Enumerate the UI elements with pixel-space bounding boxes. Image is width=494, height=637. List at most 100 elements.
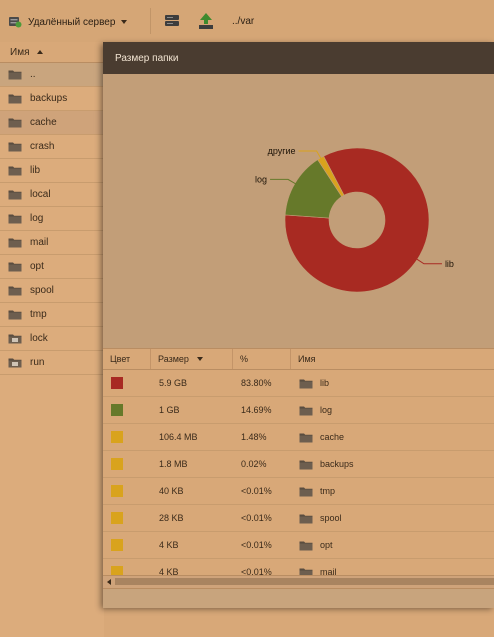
column-header-name-label: Имя (298, 354, 316, 364)
file-name: mail (30, 237, 49, 248)
folder-icon (299, 486, 313, 497)
folder-size-chart: lib log другие (103, 74, 494, 348)
folder-icon (8, 189, 22, 200)
table-row[interactable]: 1 GB 14.69% log (103, 397, 494, 424)
percent-cell: 14.69% (241, 405, 272, 415)
folder-icon (299, 432, 313, 443)
file-name: crash (30, 141, 55, 152)
size-cell: 106.4 MB (159, 432, 198, 442)
color-cell (103, 370, 151, 396)
name-cell: backups (291, 451, 494, 477)
folder-icon (8, 93, 22, 104)
name-cell: log (291, 397, 494, 423)
percent-cell: <0.01% (241, 486, 272, 496)
folder-icon (8, 237, 22, 248)
file-list-item[interactable]: .. (0, 63, 104, 87)
file-list-item[interactable]: crash (0, 135, 104, 159)
file-list-item[interactable]: spool (0, 279, 104, 303)
percent-cell: <0.01% (241, 567, 272, 577)
color-cell (103, 478, 151, 504)
table-row[interactable]: 40 KB <0.01% tmp (103, 478, 494, 505)
column-header-color[interactable]: Цвет (103, 349, 151, 369)
color-swatch (111, 377, 123, 389)
file-list-item[interactable]: mail (0, 231, 104, 255)
remote-server-label: Удалённый сервер (28, 16, 116, 28)
folder-icon (8, 309, 22, 320)
upload-button[interactable] (198, 12, 214, 33)
scroll-left-icon[interactable] (107, 579, 111, 585)
drive-button[interactable] (164, 14, 180, 31)
donut-slice-другие[interactable] (317, 155, 345, 197)
scrollbar-thumb[interactable] (115, 578, 494, 585)
name-cell: tmp (291, 478, 494, 504)
folder-icon (299, 567, 313, 578)
file-list-item[interactable]: tmp (0, 303, 104, 327)
file-list-header-label: Имя (10, 46, 30, 58)
horizontal-scrollbar[interactable] (103, 575, 494, 588)
percent-cell: <0.01% (241, 513, 272, 523)
file-list-item[interactable]: local (0, 183, 104, 207)
table-row[interactable]: 4 KB <0.01% opt (103, 532, 494, 559)
folder-icon (8, 261, 22, 272)
upload-icon (198, 12, 214, 33)
file-list-item[interactable]: lib (0, 159, 104, 183)
size-cell: 5.9 GB (159, 378, 188, 388)
locked-folder-icon (8, 333, 22, 344)
file-name: tmp (30, 309, 47, 320)
folder-icon (8, 69, 22, 80)
sort-descending-icon (196, 357, 203, 361)
file-name: run (30, 357, 45, 368)
table-row[interactable]: 5.9 GB 83.80% lib (103, 370, 494, 397)
name-cell: mail (291, 559, 494, 585)
folder-icon (299, 540, 313, 551)
remote-server-button[interactable]: Удалённый сервер (8, 13, 128, 31)
table-row[interactable]: 1.8 MB 0.02% backups (103, 451, 494, 478)
percent-cell: 83.80% (241, 378, 272, 388)
folder-icon (299, 513, 313, 524)
color-swatch (111, 404, 123, 416)
name-cell: opt (291, 532, 494, 558)
size-cell: 4 KB (159, 567, 179, 577)
donut-chart: lib log другие (255, 146, 454, 293)
file-list-item[interactable]: backups (0, 87, 104, 111)
file-name: cache (30, 117, 57, 128)
file-name: lib (30, 165, 41, 176)
folder-icon (299, 378, 313, 389)
folder-icon (8, 285, 22, 296)
leader-line-lib (415, 257, 442, 265)
color-cell (103, 397, 151, 423)
sort-ascending-icon (37, 50, 44, 54)
percent-cell: <0.01% (241, 540, 272, 550)
dialog-title: Размер папки (115, 52, 179, 64)
file-name: log (30, 213, 44, 224)
folder-name: lib (320, 378, 330, 388)
column-header-percent[interactable]: % (233, 349, 291, 369)
color-swatch (111, 431, 123, 443)
table-row[interactable]: 28 KB <0.01% spool (103, 505, 494, 532)
file-list-header-name[interactable]: Имя (0, 42, 104, 63)
file-name: spool (30, 285, 54, 296)
column-header-name[interactable]: Имя (291, 349, 494, 369)
toolbar-divider (150, 8, 151, 34)
file-name: opt (30, 261, 44, 272)
file-list-item[interactable]: cache (0, 111, 104, 135)
donut-slice-lib[interactable] (284, 147, 430, 293)
file-list-item[interactable]: opt (0, 255, 104, 279)
folder-size-table: Цвет Размер % Имя 5.9 GB 83.80% lib 1 GB 14.… (103, 348, 494, 586)
name-cell: cache (291, 424, 494, 450)
column-header-size[interactable]: Размер (151, 349, 233, 369)
table-row[interactable]: 106.4 MB 1.48% cache (103, 424, 494, 451)
file-list-item[interactable]: lock (0, 327, 104, 351)
file-list-item[interactable]: log (0, 207, 104, 231)
size-cell: 28 KB (159, 513, 184, 523)
chart-label-lib: lib (445, 259, 454, 269)
name-cell: spool (291, 505, 494, 531)
dialog-footer (103, 588, 494, 608)
chart-label-другие: другие (268, 146, 296, 156)
size-cell: 1.8 MB (159, 459, 188, 469)
folder-size-dialog: Размер папки lib log другие Цвет Размер % … (103, 42, 494, 608)
file-list-item[interactable]: run (0, 351, 104, 375)
color-swatch (111, 485, 123, 497)
color-swatch (111, 458, 123, 470)
dialog-title-bar[interactable]: Размер папки (103, 42, 494, 74)
